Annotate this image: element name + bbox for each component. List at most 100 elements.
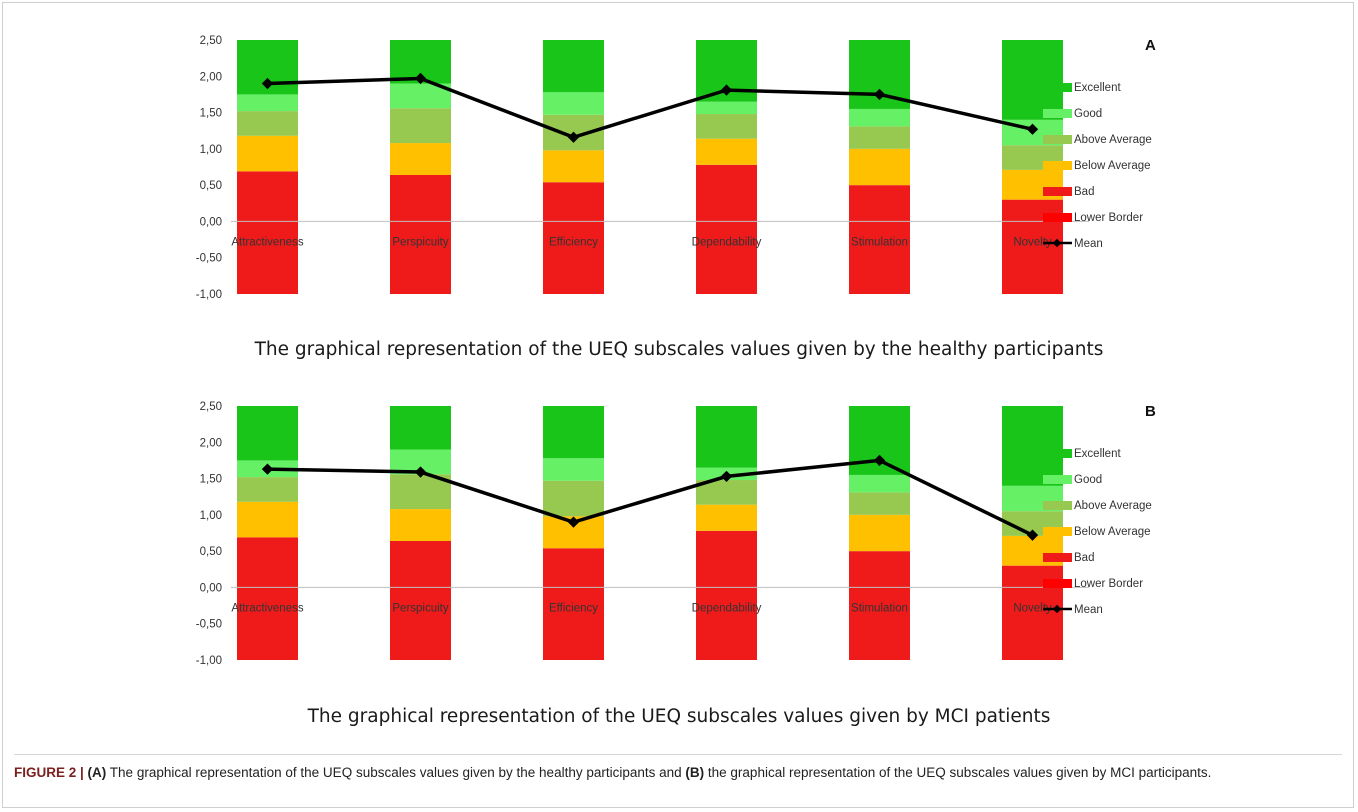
chart-panel-b: 2,50 2,00 1,50 1,00 0,50 0,00 -0,50 -1,00 Attrac…: [196, 401, 1156, 667]
y-tick-label: 1,50: [200, 474, 222, 486]
y-tick-label: 0,00: [200, 216, 222, 228]
mean-point: [1026, 529, 1039, 541]
bar-segment-below-average: [390, 509, 451, 541]
y-tick-label: 1,50: [200, 108, 222, 120]
legend-swatch-lower-border: [1043, 579, 1072, 588]
legend-swatch-below-average: [1043, 527, 1072, 536]
bar-segment-good: [543, 458, 604, 481]
bar-segment-bad: [237, 537, 298, 660]
y-tick-label: -1,00: [196, 655, 222, 667]
y-tick-label: 0,00: [200, 582, 222, 594]
category-label: Stimulation: [851, 236, 908, 248]
bar-segment-bad: [390, 540, 451, 660]
y-tick-label: 2,00: [200, 437, 222, 449]
bar-segment-above-average: [237, 477, 298, 502]
category-label: Perspicuity: [392, 602, 448, 614]
legend-label: Below Average: [1074, 160, 1151, 172]
category-label: Perspicuity: [392, 236, 448, 248]
bar-segment-bad: [543, 548, 604, 660]
bar-segment-below-average: [696, 138, 757, 165]
legend-swatch-above-average: [1043, 135, 1072, 144]
figure-caption: FIGURE 2 | (A) The graphical representat…: [14, 763, 1344, 782]
bar-segment-bad: [696, 164, 757, 294]
legend-swatch-above-average: [1043, 501, 1072, 510]
category-label: Efficiency: [549, 602, 598, 614]
y-tick-label: 0,50: [200, 180, 222, 192]
bar-segment-excellent: [237, 406, 298, 461]
y-tick-label: 2,50: [200, 401, 222, 413]
bar-segment-excellent: [390, 406, 451, 450]
bar-segment-above-average: [849, 492, 910, 515]
bar-segment-above-average: [696, 114, 757, 139]
bar-segment-excellent: [543, 406, 604, 459]
mean-point: [873, 454, 886, 467]
bar-segment-below-average: [543, 150, 604, 183]
y-tick-label: -1,00: [196, 289, 222, 301]
mean-line: [267, 458, 1034, 537]
y-tick-label: 1,00: [200, 144, 222, 156]
legend-label: Excellent: [1074, 82, 1121, 94]
legend-label: Above Average: [1074, 134, 1152, 146]
bar-segment-below-average: [696, 504, 757, 531]
legend-label: Bad: [1074, 186, 1094, 198]
y-tick-label: 1,00: [200, 510, 222, 522]
legend-label: Good: [1074, 474, 1102, 486]
legend-swatch-lower-border: [1043, 213, 1072, 222]
caption-a-label: (A): [87, 765, 107, 780]
chart-panel-a: 2,50 2,00 1,50 1,00 0,50 0,00 -0,50 -1,00 Attrac…: [196, 35, 1156, 301]
category-label: Novelty: [1013, 602, 1052, 614]
caption-b-text: the graphical representation of the UEQ …: [704, 765, 1212, 780]
y-tick-label: -0,50: [196, 619, 222, 631]
category-label: Attractiveness: [231, 602, 303, 614]
legend-label: Excellent: [1074, 448, 1121, 460]
bar-segment-below-average: [237, 501, 298, 538]
bar-segment-below-average: [849, 514, 910, 552]
legend-label: Mean: [1074, 604, 1103, 616]
y-tick-label: -0,50: [196, 253, 222, 265]
legend-label: Lower Border: [1074, 578, 1143, 590]
category-label: Dependability: [692, 236, 762, 248]
bar-segment-excellent: [543, 40, 604, 93]
bar-segment-above-average: [543, 480, 604, 517]
mean-point: [567, 131, 580, 143]
category-label: Dependability: [692, 602, 762, 614]
bar-segment-bad: [696, 530, 757, 660]
bar-segment-excellent: [696, 406, 757, 468]
legend-label: Bad: [1074, 552, 1094, 564]
legend-swatch-excellent: [1043, 83, 1072, 92]
bar-segment-good: [237, 94, 298, 112]
panel-a-title: The graphical representation of the UEQ …: [254, 339, 1104, 360]
bar-segment-bad: [390, 174, 451, 294]
bar-segment-above-average: [390, 108, 451, 144]
category-label: Novelty: [1013, 236, 1052, 248]
bar-segment-bad: [849, 185, 910, 294]
bar-segment-below-average: [237, 135, 298, 172]
legend-label: Good: [1074, 108, 1102, 120]
legend-label: Lower Border: [1074, 212, 1143, 224]
bar-segment-excellent: [1002, 406, 1063, 486]
legend-swatch-excellent: [1043, 449, 1072, 458]
category-label: Attractiveness: [231, 236, 303, 248]
bar-segment-bad: [543, 182, 604, 294]
category-label: Stimulation: [851, 602, 908, 614]
mean-line: [267, 76, 1033, 140]
y-tick-label: 2,00: [200, 71, 222, 83]
legend-swatch-good: [1043, 475, 1072, 484]
panel-b-title: The graphical representation of the UEQ …: [307, 706, 1051, 727]
bar-segment-good: [849, 108, 910, 127]
bar-segment-below-average: [390, 143, 451, 175]
y-tick-label: 2,50: [200, 35, 222, 47]
bar-segment-bad: [237, 171, 298, 294]
category-label: Efficiency: [549, 236, 598, 248]
legend-label: Above Average: [1074, 500, 1152, 512]
legend-swatch-bad: [1043, 187, 1072, 196]
bar-segment-excellent: [1002, 40, 1063, 120]
bar-segment-bad: [849, 551, 910, 660]
bar-segment-above-average: [849, 126, 910, 149]
caption-a-text: The graphical representation of the UEQ …: [106, 765, 686, 780]
legend-swatch-bad: [1043, 553, 1072, 562]
bar-segment-good: [849, 474, 910, 493]
caption-b-label: (B): [685, 765, 705, 780]
bar-segment-below-average: [849, 148, 910, 186]
